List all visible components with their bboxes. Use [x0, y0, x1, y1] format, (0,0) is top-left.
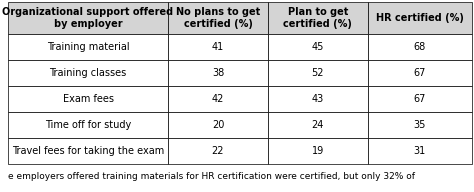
- Text: 38: 38: [212, 68, 224, 78]
- Text: No plans to get
certified (%): No plans to get certified (%): [176, 7, 260, 29]
- Text: 68: 68: [414, 42, 426, 52]
- Text: 19: 19: [311, 146, 324, 156]
- Bar: [368, 112, 472, 138]
- Text: Travel fees for taking the exam: Travel fees for taking the exam: [12, 146, 164, 156]
- Text: 41: 41: [212, 42, 224, 52]
- Text: Exam fees: Exam fees: [63, 94, 114, 104]
- Bar: [268, 2, 368, 34]
- Text: 24: 24: [311, 120, 324, 130]
- Text: HR certified (%): HR certified (%): [376, 13, 464, 23]
- Bar: [168, 86, 268, 112]
- Bar: [268, 138, 368, 164]
- Text: Organizational support offered
by employer: Organizational support offered by employ…: [2, 7, 173, 29]
- Bar: [268, 60, 368, 86]
- Bar: [268, 86, 368, 112]
- Text: Training material: Training material: [47, 42, 129, 52]
- Bar: [8, 34, 168, 60]
- Text: 67: 67: [414, 68, 426, 78]
- Bar: [368, 138, 472, 164]
- Text: 45: 45: [311, 42, 324, 52]
- Bar: [368, 86, 472, 112]
- Bar: [8, 112, 168, 138]
- Bar: [268, 34, 368, 60]
- Bar: [368, 2, 472, 34]
- Bar: [168, 2, 268, 34]
- Text: Training classes: Training classes: [49, 68, 127, 78]
- Text: 35: 35: [414, 120, 426, 130]
- Text: 20: 20: [212, 120, 224, 130]
- Bar: [168, 138, 268, 164]
- Text: 42: 42: [212, 94, 224, 104]
- Bar: [8, 60, 168, 86]
- Bar: [368, 34, 472, 60]
- Bar: [8, 138, 168, 164]
- Text: 52: 52: [311, 68, 324, 78]
- Text: Plan to get
certified (%): Plan to get certified (%): [283, 7, 352, 29]
- Bar: [8, 86, 168, 112]
- Bar: [268, 112, 368, 138]
- Text: 67: 67: [414, 94, 426, 104]
- Bar: [368, 60, 472, 86]
- Text: Time off for study: Time off for study: [45, 120, 131, 130]
- Text: 43: 43: [311, 94, 324, 104]
- Text: e employers offered training materials for HR certification were certified, but : e employers offered training materials f…: [8, 172, 415, 181]
- Text: 22: 22: [212, 146, 224, 156]
- Bar: [168, 34, 268, 60]
- Bar: [168, 112, 268, 138]
- Bar: [8, 2, 168, 34]
- Text: 31: 31: [414, 146, 426, 156]
- Bar: [168, 60, 268, 86]
